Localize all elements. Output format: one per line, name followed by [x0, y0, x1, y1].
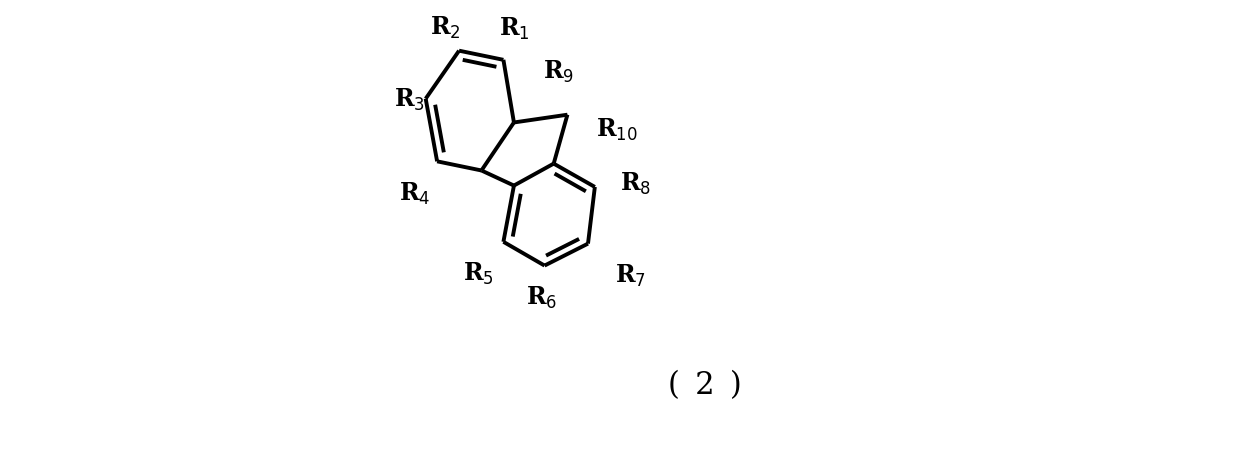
- Text: R$_{3}$: R$_{3}$: [393, 86, 424, 112]
- Text: R$_{4}$: R$_{4}$: [399, 180, 430, 206]
- Text: R$_{1}$: R$_{1}$: [498, 16, 529, 42]
- Text: R$_{5}$: R$_{5}$: [463, 260, 494, 286]
- Text: R$_{8}$: R$_{8}$: [620, 171, 651, 197]
- Text: R$_{9}$: R$_{9}$: [543, 59, 574, 85]
- Text: R$_{2}$: R$_{2}$: [430, 15, 461, 41]
- Text: R$_{6}$: R$_{6}$: [526, 284, 557, 310]
- Text: R$_{7}$: R$_{7}$: [615, 262, 646, 288]
- Text: R$_{10}$: R$_{10}$: [596, 117, 639, 143]
- Text: ( 2 ): ( 2 ): [667, 369, 742, 400]
